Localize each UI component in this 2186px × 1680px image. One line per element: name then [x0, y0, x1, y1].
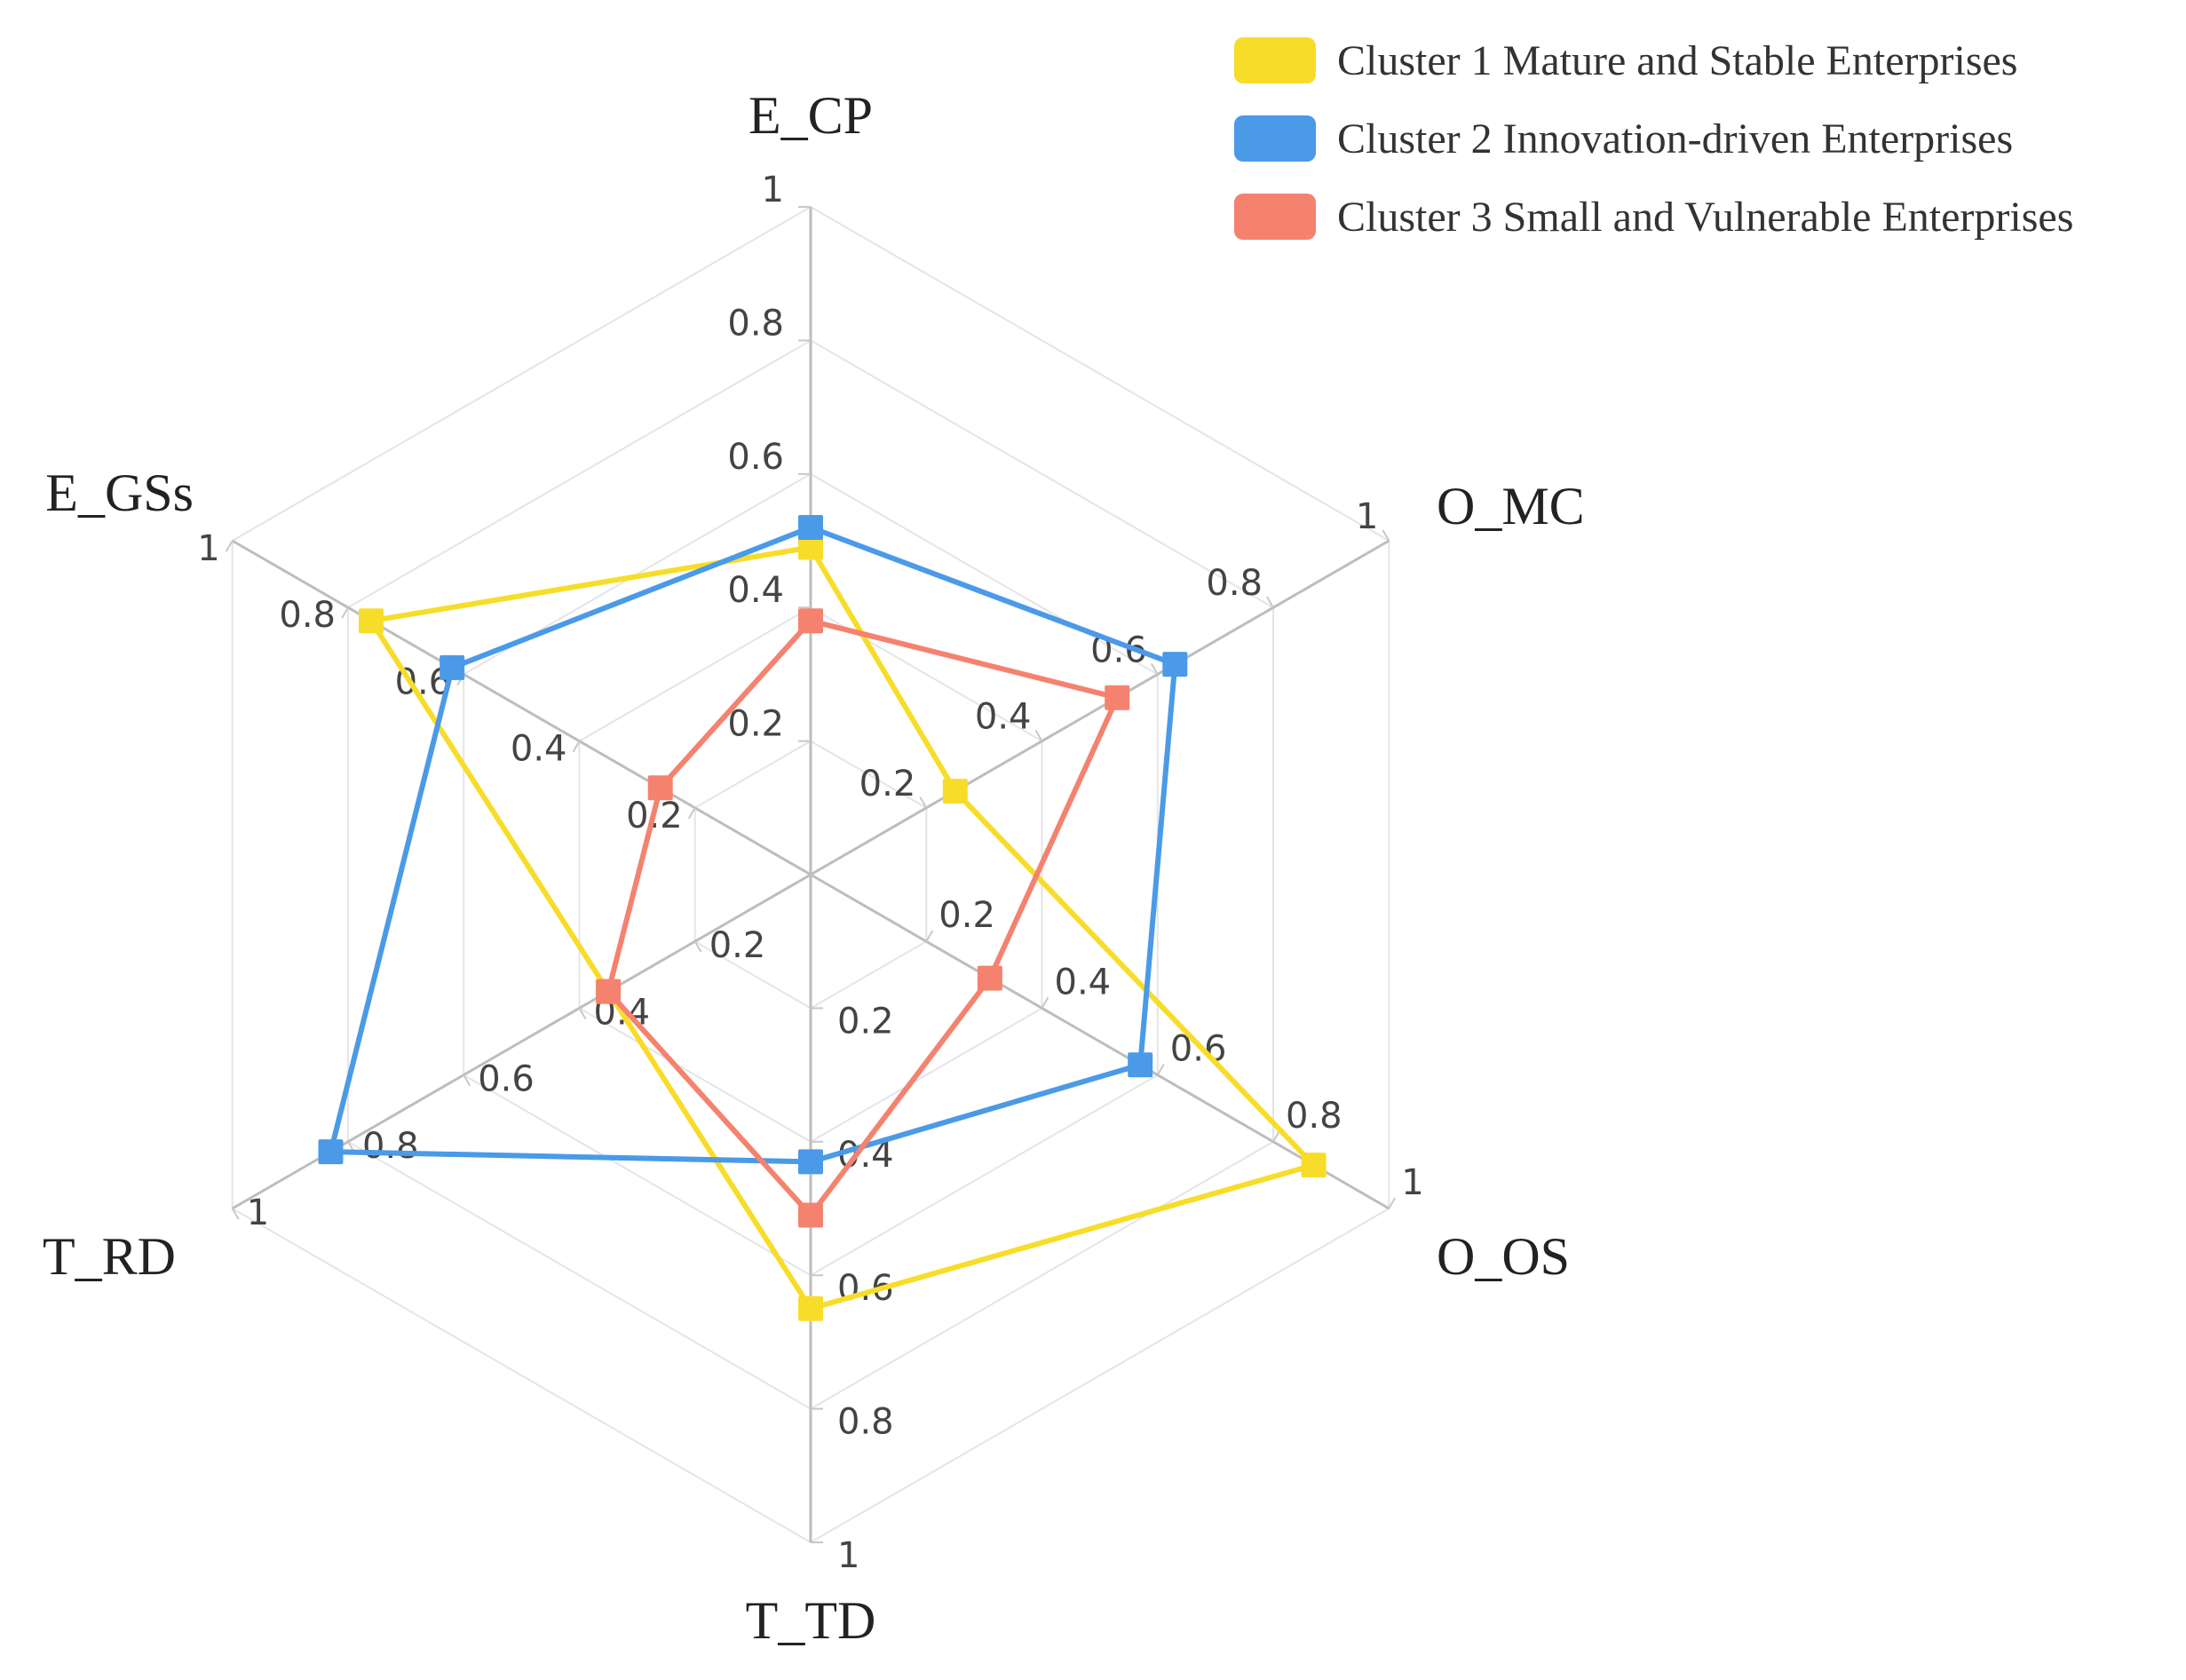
tick-label-o_mc: 0.4 [975, 697, 1032, 738]
axis-title-e_gss: E_GSs [45, 464, 194, 522]
axis-tick [687, 807, 696, 820]
series-cluster-1 [359, 535, 1327, 1321]
series-layer [318, 515, 1327, 1321]
axis-tick [1266, 596, 1274, 608]
tick-label-e_cp: 0.4 [727, 570, 784, 611]
tick-label-t_rd: 1 [247, 1193, 269, 1233]
tick-label-t_rd: 0.6 [478, 1059, 535, 1100]
axis-spoke-e_gss [231, 539, 812, 876]
tick-label-t_rd: 0.8 [362, 1126, 419, 1167]
axis-tick [1041, 996, 1049, 1009]
tick-label-e_gss: 0.8 [279, 595, 336, 636]
tick-label-o_mc: 0.8 [1206, 563, 1263, 604]
data-point-t_td[interactable] [798, 1296, 823, 1321]
axis-tick [1150, 662, 1159, 675]
tick-label-e_cp: 0.8 [727, 303, 784, 344]
axis-tick [572, 741, 581, 753]
data-point-e_gss[interactable] [647, 775, 673, 801]
axis-tick [225, 540, 234, 552]
data-point-o_os[interactable] [1128, 1052, 1153, 1078]
axis-title-t_rd: T_RD [43, 1227, 176, 1286]
data-point-o_mc[interactable] [942, 779, 968, 804]
tick-label-e_gss: 0.4 [511, 729, 567, 770]
data-point-e_cp[interactable] [798, 535, 823, 560]
axis-tick [231, 1208, 240, 1220]
data-point-t_td[interactable] [798, 1202, 823, 1228]
axis-title-t_td: T_TD [746, 1591, 876, 1650]
tick-labels: 0.20.40.60.810.20.40.60.810.20.40.60.810… [197, 170, 1424, 1576]
series-cluster-3 [596, 608, 1130, 1228]
legend-label[interactable]: Cluster 3 Small and Vulnerable Enterpris… [1337, 194, 2073, 241]
tick-label-e_cp: 0.2 [727, 704, 784, 745]
axis-spoke-o_os [810, 873, 1390, 1210]
data-point-e_cp[interactable] [798, 608, 823, 634]
legend-swatch[interactable] [1234, 37, 1316, 83]
data-point-t_td[interactable] [798, 1149, 823, 1175]
series-line [606, 618, 1121, 1218]
axis-tick [1156, 1063, 1165, 1076]
legend-label[interactable]: Cluster 2 Innovation-driven Enterprises [1337, 115, 2013, 162]
tick-label-e_cp: 1 [762, 170, 784, 210]
data-point-o_mc[interactable] [1105, 685, 1130, 710]
tick-label-e_gss: 1 [197, 528, 219, 569]
tick-label-o_os: 0.4 [1055, 962, 1112, 1002]
tick-label-e_cp: 0.6 [727, 437, 784, 478]
axis-title-o_os: O_OS [1437, 1227, 1570, 1286]
axis-tick [1034, 729, 1043, 742]
data-point-t_rd[interactable] [596, 979, 622, 1004]
tick-label-o_os: 0.8 [1286, 1096, 1342, 1137]
tick-label-o_os: 0.2 [939, 895, 995, 936]
axis-tick [578, 1007, 587, 1020]
axis-tick [1272, 1130, 1280, 1143]
tick-label-t_td: 0.2 [837, 1001, 894, 1042]
axis-title-o_mc: O_MC [1437, 477, 1585, 535]
legend-swatch[interactable] [1234, 115, 1316, 162]
axis-titles: E_CP O_MC O_OS T_TD T_RD E_GSs [43, 86, 1585, 1650]
tick-label-t_td: 0.8 [837, 1402, 894, 1443]
axis-tick [1388, 1197, 1397, 1209]
axis-tick [925, 930, 934, 942]
data-point-e_cp[interactable] [798, 515, 823, 540]
tick-label-o_mc: 0.2 [859, 764, 916, 804]
data-point-t_rd[interactable] [318, 1139, 344, 1165]
axis-tick [919, 796, 928, 809]
legend: Cluster 1 Mature and Stable Enterprises C… [1234, 37, 2073, 241]
data-point-e_gss[interactable] [440, 654, 465, 680]
data-point-o_os[interactable] [1301, 1153, 1327, 1178]
axis-spoke-o_mc [810, 539, 1390, 876]
axis-tick [1382, 529, 1390, 542]
tick-label-t_rd: 0.2 [709, 925, 766, 966]
axis-tick [693, 940, 702, 953]
tick-label-o_mc: 1 [1356, 496, 1378, 537]
data-point-e_gss[interactable] [359, 608, 384, 634]
axis-title-e_cp: E_CP [748, 86, 873, 145]
tick-label-t_td: 1 [837, 1535, 859, 1576]
axis-tick [463, 1074, 471, 1087]
tick-label-o_os: 1 [1401, 1162, 1423, 1203]
legend-label[interactable]: Cluster 1 Mature and Stable Enterprises [1337, 37, 2017, 84]
axis-tick [341, 606, 349, 619]
data-point-o_mc[interactable] [1162, 652, 1188, 678]
legend-swatch[interactable] [1234, 194, 1316, 240]
series-cluster-2 [318, 515, 1188, 1175]
data-point-o_os[interactable] [977, 965, 1002, 991]
